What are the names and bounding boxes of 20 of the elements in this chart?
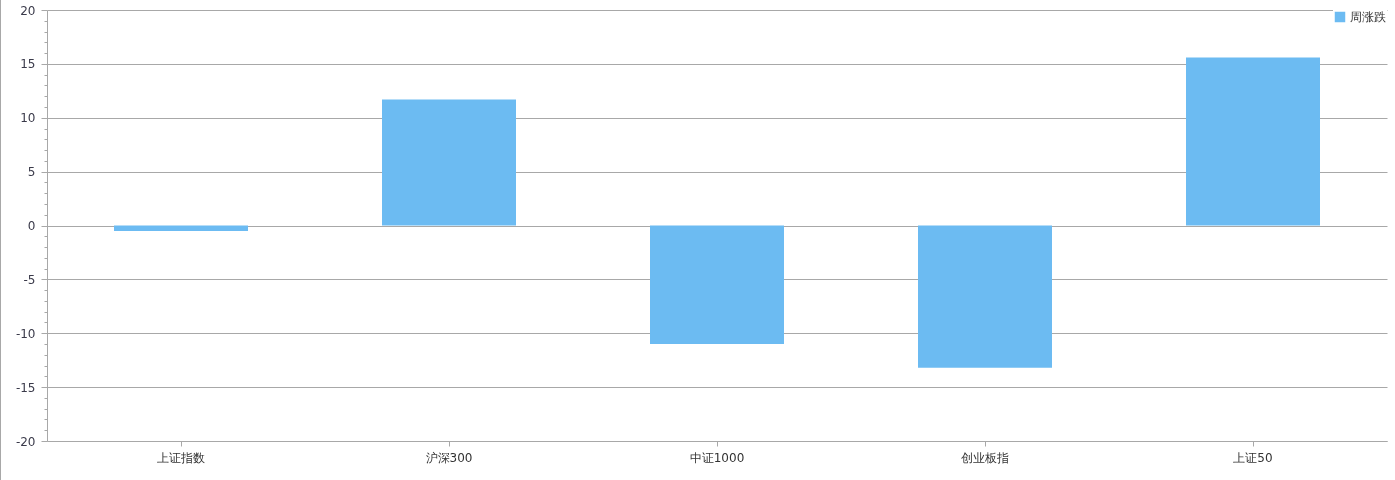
bar <box>650 225 784 345</box>
y-tick-label: 15 <box>20 57 36 72</box>
legend-label: 周涨跌 <box>1350 10 1386 24</box>
x-tick-label: 上证指数 <box>157 450 205 465</box>
x-tick-label: 沪深300 <box>425 450 473 465</box>
bar <box>1186 57 1320 226</box>
y-tick-label: -5 <box>23 272 36 287</box>
y-tick-label: -15 <box>15 380 36 395</box>
y-tick-label: -10 <box>15 326 36 341</box>
y-tick-label: 0 <box>27 219 36 233</box>
x-tick-label: 上证50 <box>1233 450 1273 465</box>
bar <box>382 99 516 226</box>
x-tick-label: 中证1000 <box>689 450 745 465</box>
x-tick-label: 创业板指 <box>961 450 1009 465</box>
bar <box>918 225 1052 368</box>
y-tick-label: -20 <box>15 434 36 449</box>
y-tick-label: 5 <box>27 165 36 180</box>
y-tick-label: 10 <box>20 111 36 126</box>
y-tick-label: 20 <box>20 3 36 18</box>
bar <box>114 225 248 231</box>
